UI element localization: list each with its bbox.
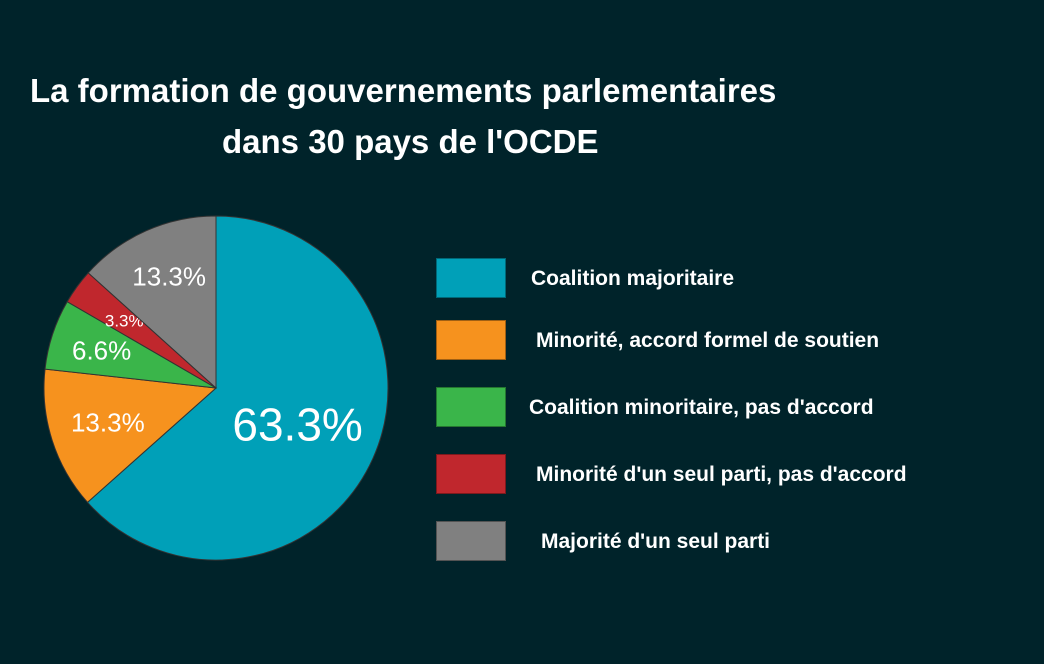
slice-label-majorite-seul-parti: 13.3%	[132, 262, 206, 292]
legend-label-coalition-majoritaire: Coalition majoritaire	[531, 267, 735, 290]
legend-label-majorite-seul-parti: Majorité d'un seul parti	[541, 530, 771, 553]
legend-swatch-coalition-minoritaire	[436, 387, 506, 427]
slice-label-coalition-majoritaire: 63.3%	[232, 399, 362, 451]
chart-title-line-1: La formation de gouvernements parlementa…	[30, 72, 777, 109]
legend-swatch-coalition-majoritaire	[436, 258, 506, 298]
slice-label-minorite-seul-parti: 3.3%	[105, 312, 144, 331]
legend-swatch-minorite-accord-formel	[436, 320, 506, 360]
legend-label-minorite-accord-formel: Minorité, accord formel de soutien	[536, 329, 880, 352]
slice-label-coalition-minoritaire: 6.6%	[72, 335, 131, 365]
chart-title-line-2: dans 30 pays de l'OCDE	[222, 123, 599, 160]
legend-swatch-majorite-seul-parti	[436, 521, 506, 561]
legend-label-coalition-minoritaire: Coalition minoritaire, pas d'accord	[529, 396, 874, 419]
slice-coalition-majoritaire	[86, 215, 389, 561]
slice-minorite-accord-formel	[43, 368, 218, 504]
legend-label-minorite-seul-parti: Minorité d'un seul parti, pas d'accord	[536, 463, 907, 486]
slice-label-minorite-accord-formel: 13.3%	[71, 407, 145, 437]
legend-swatch-minorite-seul-parti	[436, 454, 506, 494]
slice-majorite-seul-parti	[87, 215, 217, 390]
